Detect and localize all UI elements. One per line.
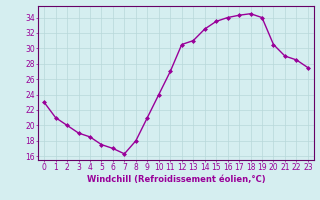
X-axis label: Windchill (Refroidissement éolien,°C): Windchill (Refroidissement éolien,°C) — [87, 175, 265, 184]
